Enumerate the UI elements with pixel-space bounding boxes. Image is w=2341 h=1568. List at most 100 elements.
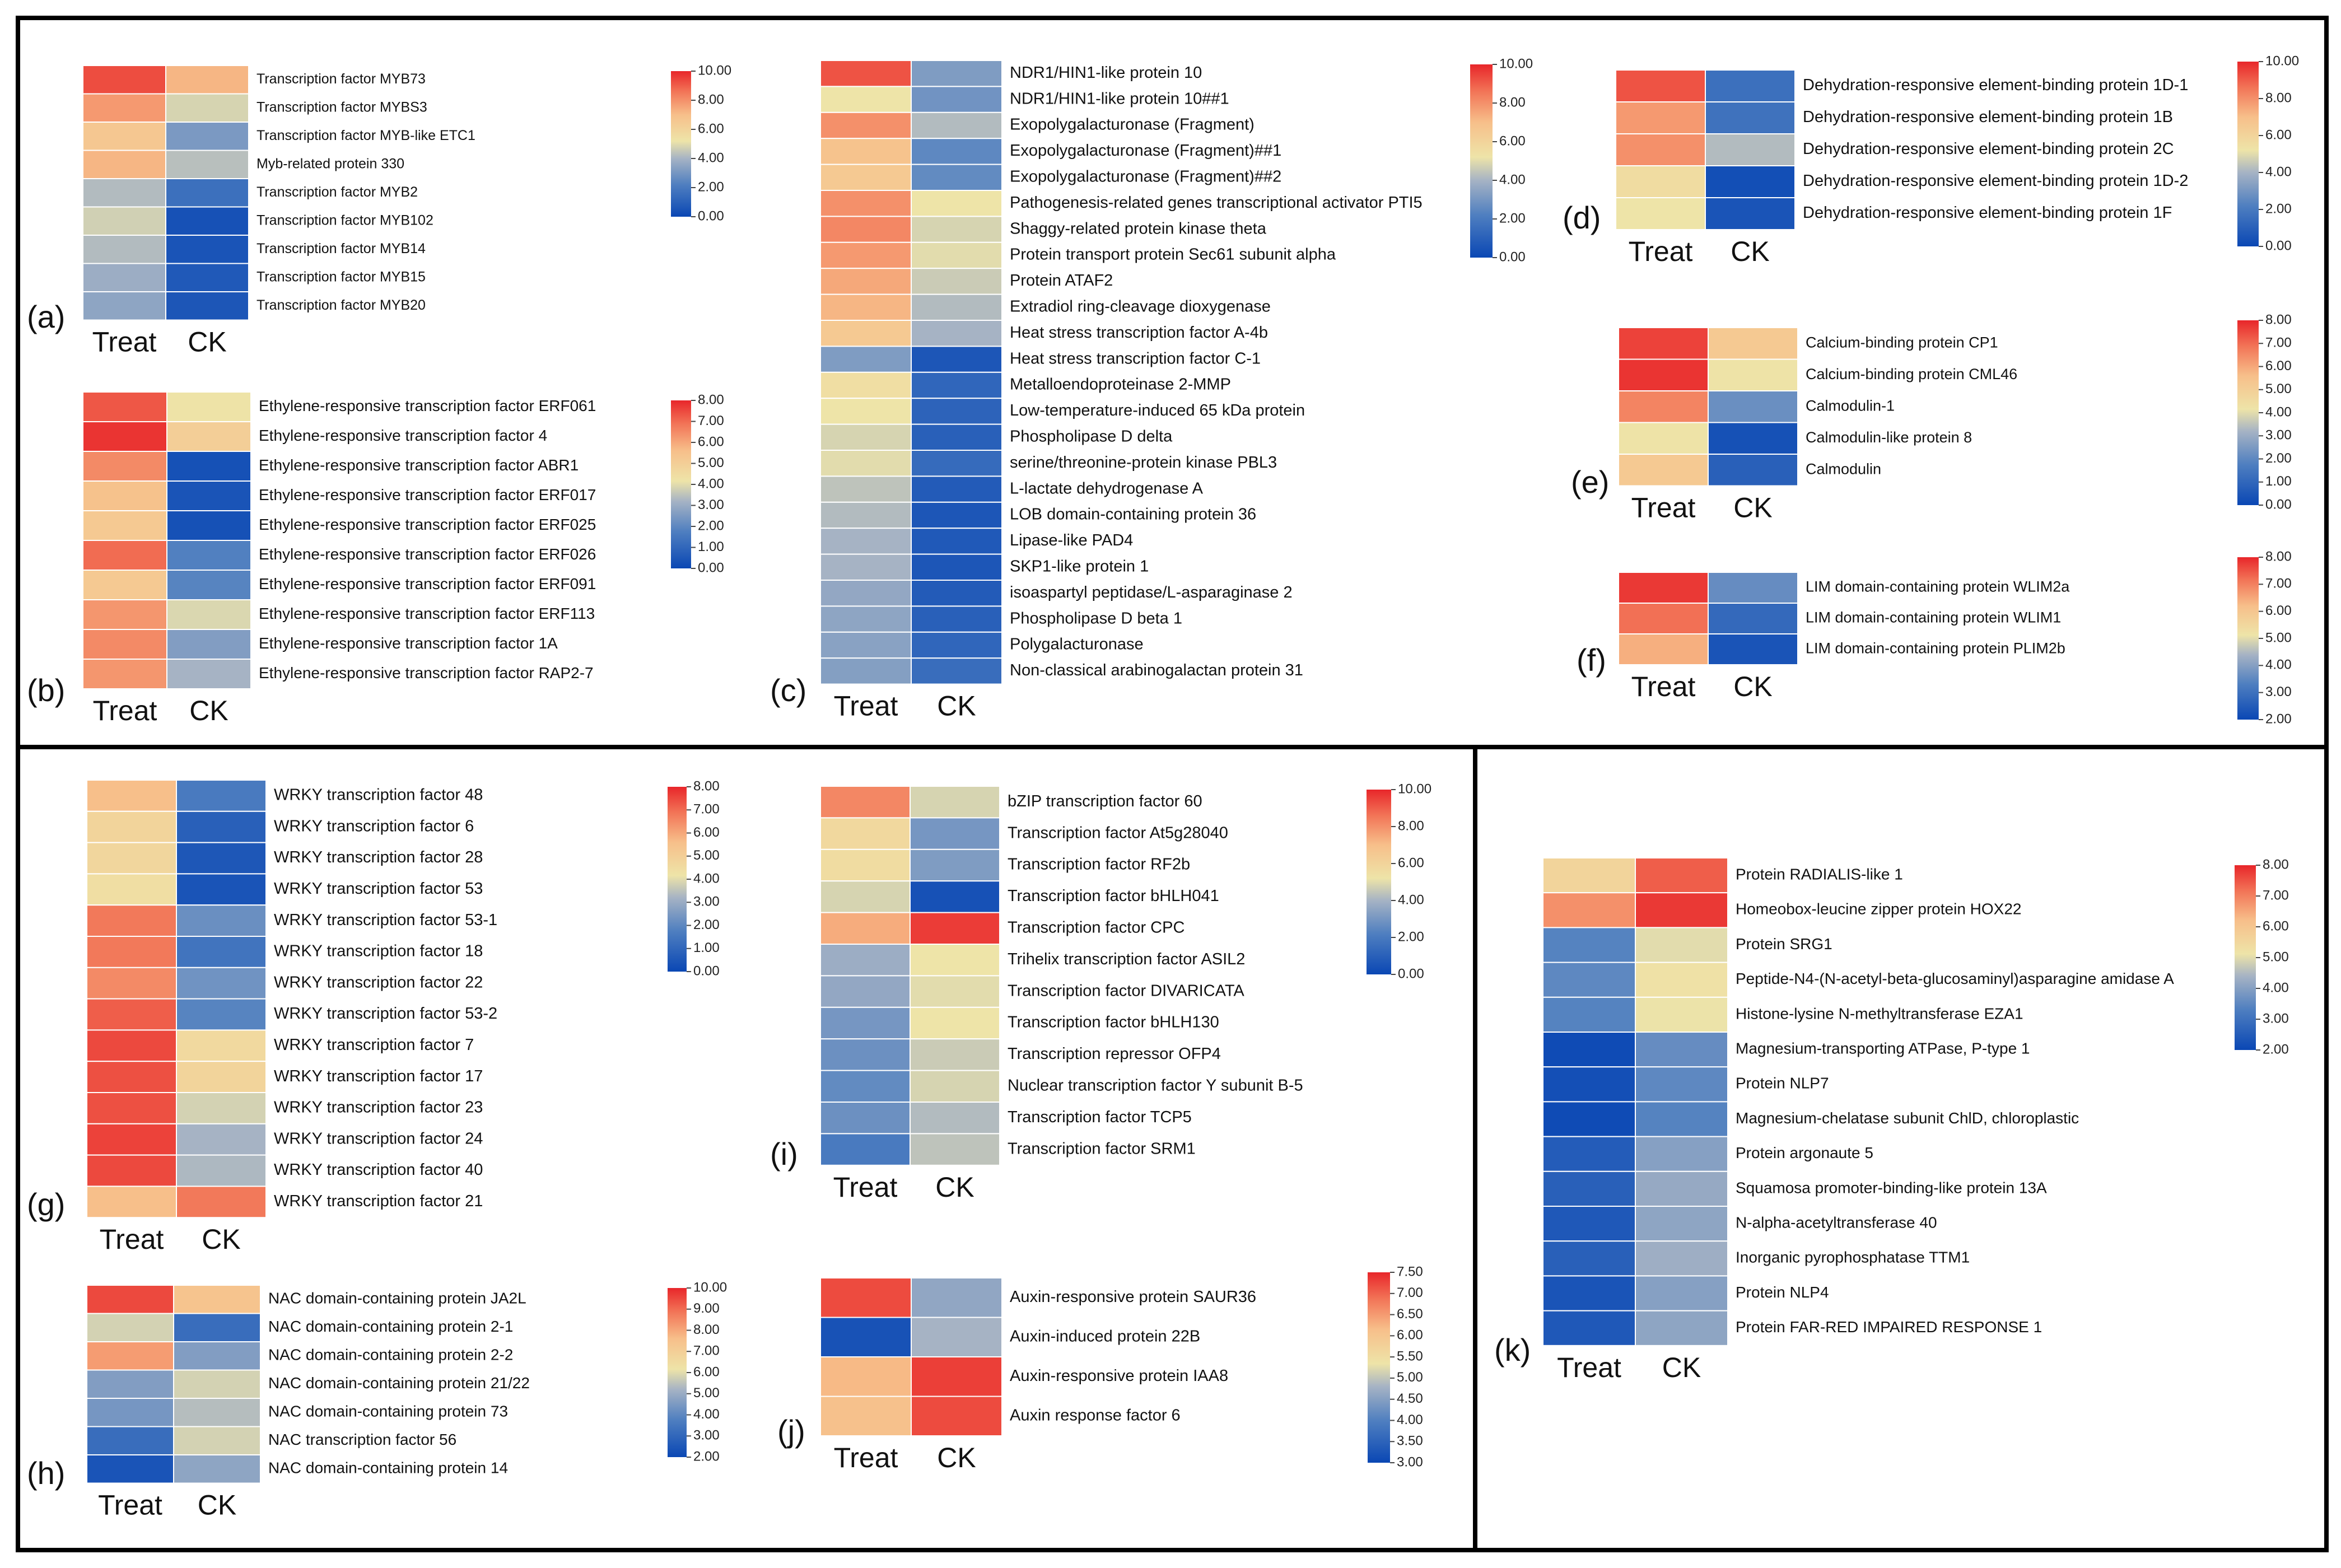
row-label: Auxin-responsive protein IAA8	[1010, 1367, 1228, 1385]
row-label: Transcription factor MYBS3	[257, 99, 427, 115]
heatmap-cell: LOB domain-containing protein 36 / CK: 0…	[911, 501, 1002, 529]
heatmap-panel-b: Ethylene-responsive transcription factor…	[27, 391, 724, 726]
heatmap-cell: Protein RADIALIS-like 1 / Treat: 5.6	[1542, 857, 1636, 894]
row-label: WRKY transcription factor 53-2	[274, 1005, 497, 1023]
heatmap-cell: Ethylene-responsive transcription factor…	[82, 510, 167, 541]
row-label: Exopolygalacturonase (Fragment)##1	[1010, 142, 1281, 160]
heatmap-cell: Transcription factor At5g28040 / Treat: …	[820, 817, 911, 850]
column-label-treat: Treat	[834, 690, 898, 722]
heatmap-cell: LIM domain-containing protein PLIM2b / T…	[1618, 633, 1709, 665]
heatmap-cell: Protein NLP7 / Treat: 2.2	[1542, 1066, 1636, 1103]
row-label: Shaggy-related protein kinase theta	[1010, 220, 1267, 237]
legend-tick-label: 6.00	[1499, 133, 1526, 148]
row-label: NAC domain-containing protein 2-2	[268, 1346, 513, 1364]
legend-tick-label: 4.00	[698, 476, 724, 491]
row-label: isoaspartyl peptidase/L-asparaginase 2	[1010, 584, 1293, 601]
row-label: Protein FAR-RED IMPAIRED RESPONSE 1	[1736, 1318, 2042, 1336]
legend-tick-label: 2.00	[2265, 201, 2292, 216]
heatmap-cell: Calmodulin-1 / CK: 2.2	[1708, 390, 1798, 423]
legend-tick-label: 3.00	[698, 497, 724, 512]
heatmap-cell: LIM domain-containing protein WLIM1 / CK…	[1708, 603, 1798, 634]
legend-tick-label: 10.00	[698, 63, 731, 78]
panel-label: (d)	[1563, 200, 1601, 235]
legend-tick-label: 8.00	[698, 92, 724, 107]
heatmap-cell: WRKY transcription factor 17 / Treat: 7.…	[86, 1061, 177, 1093]
row-label: Transcription factor TCP5	[1008, 1108, 1192, 1126]
heatmap-cell: Protein argonaute 5 / CK: 4	[1635, 1136, 1728, 1172]
row-label: WRKY transcription factor 23	[274, 1099, 483, 1117]
row-label: Protein transport protein Sec61 subunit …	[1010, 246, 1336, 264]
heatmap-cell: Extradiol ring-cleavage dioxygenase / CK…	[911, 293, 1002, 321]
legend-tick-label: 6.00	[2265, 358, 2292, 374]
row-label: Transcription factor At5g28040	[1008, 824, 1228, 842]
legend-tick-label: 6.00	[698, 121, 724, 136]
color-legend-bar	[671, 400, 691, 568]
row-label: Squamosa promoter-binding-like protein 1…	[1736, 1179, 2047, 1196]
heatmap-cell: WRKY transcription factor 23 / Treat: 7.…	[86, 1092, 177, 1124]
heatmap-cell: Phospholipase D beta 1 / Treat: 3.5	[820, 605, 912, 633]
legend-tick-label: 6.00	[1397, 1328, 1423, 1343]
legend-tick-label: 0.00	[1499, 249, 1526, 264]
row-label: Ethylene-responsive transcription factor…	[259, 397, 596, 414]
legend-tick-label: 0.00	[698, 560, 724, 575]
heatmap-cell: NAC domain-containing protein JA2L / CK:…	[173, 1285, 261, 1314]
heatmap-cell: serine/threonine-protein kinase PBL3 / C…	[911, 450, 1002, 477]
row-label: Ethylene-responsive transcription factor…	[259, 427, 547, 444]
column-label-treat: Treat	[100, 1224, 164, 1255]
heatmap-cell: NAC domain-containing protein 14 / Treat…	[86, 1454, 174, 1484]
column-label-ck: CK	[1733, 492, 1772, 524]
heatmap-cell: Transcription factor MYB2 / CK: 1.6	[165, 178, 249, 208]
row-label: Nuclear transcription factor Y subunit B…	[1008, 1076, 1303, 1094]
heatmap-cell: NAC domain-containing protein JA2L / Tre…	[86, 1285, 174, 1314]
heatmap-cell: Peptide-N4-(N-acetyl-beta-glucosaminyl)a…	[1542, 962, 1636, 998]
heatmap-cell: Transcription repressor OFP4 / Treat: 2.…	[820, 1038, 911, 1071]
heatmap-cell: Transcription factor MYB-like ETC1 / CK:…	[165, 122, 249, 151]
heatmap-cell: Auxin-induced protein 22B / CK: 4.8	[911, 1317, 1002, 1357]
row-label: Exopolygalacturonase (Fragment)	[1010, 116, 1255, 134]
heatmap-cell: Transcription factor MYB73 / CK: 7.2	[165, 65, 249, 95]
legend-tick-label: 8.00	[2263, 857, 2289, 872]
legend-tick-label: 6.00	[693, 825, 720, 840]
legend-tick-label: 4.00	[2265, 657, 2292, 673]
row-label: Ethylene-responsive transcription factor…	[259, 664, 594, 682]
row-label: Calmodulin	[1806, 460, 1881, 477]
heatmap-cell: Ethylene-responsive transcription factor…	[166, 421, 251, 452]
legend-tick-label: 0.00	[698, 208, 724, 223]
row-label: Transcription factor MYB2	[257, 184, 418, 200]
legend-tick-label: 4.00	[693, 871, 720, 886]
row-label: Transcription factor RF2b	[1008, 856, 1190, 874]
heatmap-cell: NAC domain-containing protein 73 / CK: 5…	[173, 1398, 261, 1427]
color-legend-bar	[668, 787, 687, 972]
color-legend-bar	[2237, 320, 2259, 505]
heatmap-cell: NAC transcription factor 56 / Treat: 3.2	[86, 1426, 174, 1455]
column-label-treat: Treat	[98, 1490, 162, 1521]
heatmap-cell: WRKY transcription factor 21 / CK: 6.8	[176, 1186, 267, 1219]
heatmap-cell: Ethylene-responsive transcription factor…	[166, 451, 251, 482]
heatmap-cell: Metalloendoproteinase 2-MMP / CK: 1.2	[911, 371, 1002, 399]
heatmap-cell: Ethylene-responsive transcription factor…	[166, 510, 251, 541]
legend-tick-label: 2.00	[693, 917, 720, 932]
row-label: Non-classical arabinogalactan protein 31	[1010, 661, 1303, 679]
heatmap-cell: Transcription factor MYBS3 / Treat: 7.8	[82, 93, 166, 123]
heatmap-cell: Transcription factor SRM1 / Treat: 2	[820, 1133, 911, 1166]
legend-tick-label: 5.00	[698, 455, 724, 470]
heatmap-cell: Transcription factor bHLH130 / Treat: 3	[820, 1006, 911, 1040]
heatmap-cell: LIM domain-containing protein WLIM2a / C…	[1708, 572, 1798, 604]
heatmap-cell: WRKY transcription factor 6 / CK: 0.8	[176, 810, 267, 843]
row-label: Transcription factor MYB20	[257, 297, 426, 313]
heatmap-cell: Calcium-binding protein CML46 / Treat: 7…	[1618, 358, 1709, 391]
heatmap-cell: NAC domain-containing protein 2-2 / Trea…	[86, 1341, 174, 1371]
row-label: WRKY transcription factor 24	[274, 1130, 483, 1147]
row-label: WRKY transcription factor 21	[274, 1192, 483, 1210]
heatmap-cell: WRKY transcription factor 18 / CK: 1.4	[176, 936, 267, 968]
top-section-frame	[16, 16, 2329, 749]
heatmap-cell: Inorganic pyrophosphatase TTM1 / Treat: …	[1542, 1240, 1636, 1277]
heatmap-cell: Dehydration-responsive element-binding p…	[1615, 197, 1706, 230]
heatmap-cell: Squamosa promoter-binding-like protein 1…	[1635, 1170, 1728, 1207]
heatmap-cell: Homeobox-leucine zipper protein HOX22 / …	[1635, 892, 1728, 928]
heatmap-cell: Phospholipase D beta 1 / CK: 1	[911, 605, 1002, 633]
row-label: Transcription factor MYB73	[257, 71, 426, 87]
row-label: Protein NLP7	[1736, 1075, 1829, 1092]
legend-tick-label: 5.00	[1397, 1370, 1423, 1385]
legend-tick-label: 5.00	[693, 1385, 720, 1401]
